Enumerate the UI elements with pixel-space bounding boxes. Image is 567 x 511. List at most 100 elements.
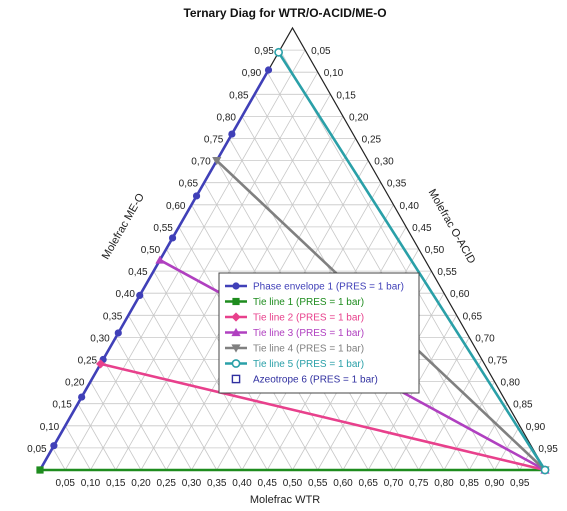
left-tick-label: 0,40 xyxy=(116,289,136,300)
bottom-tick-label: 0,50 xyxy=(283,478,303,489)
bottom-tick-label: 0,10 xyxy=(81,478,101,489)
right-tick-label: 0,05 xyxy=(311,46,331,57)
bottom-axis-title: Molefrac WTR xyxy=(250,494,320,506)
bottom-tick-label: 0,80 xyxy=(434,478,454,489)
left-tick-label: 0,70 xyxy=(191,157,211,168)
legend-label: Tie line 5 (PRES = 1 bar) xyxy=(253,359,364,370)
right-tick-label: 0,10 xyxy=(324,68,344,79)
left-tick-label: 0,35 xyxy=(103,311,123,322)
data-point xyxy=(231,312,241,322)
data-point xyxy=(540,465,550,475)
right-tick-label: 0,95 xyxy=(538,444,558,455)
right-tick-label: 0,65 xyxy=(463,311,483,322)
bottom-tick-label: 0,85 xyxy=(460,478,480,489)
left-tick-label: 0,90 xyxy=(242,68,262,79)
bottom-tick-label: 0,35 xyxy=(207,478,227,489)
bottom-tick-label: 0,30 xyxy=(182,478,202,489)
left-tick-label: 0,45 xyxy=(128,267,148,278)
bottom-axis-ticks: 0,05 0,10 0,15 0,20 0,25 0,30 0,35 0,40 0,45 0,50… xyxy=(56,478,530,489)
right-tick-label: 0,30 xyxy=(374,157,394,168)
left-tick-label: 0,75 xyxy=(204,135,224,146)
right-tick-label: 0,35 xyxy=(387,179,407,190)
grid-line xyxy=(77,403,117,471)
left-tick-label: 0,10 xyxy=(40,422,60,433)
data-point xyxy=(274,47,284,57)
right-tick-label: 0,70 xyxy=(475,333,495,344)
series-line xyxy=(277,51,547,471)
grid-line xyxy=(468,403,508,471)
left-tick-label: 0,95 xyxy=(254,46,274,57)
grid-line xyxy=(64,49,306,471)
right-tick-label: 0,50 xyxy=(425,245,445,256)
data-point xyxy=(212,157,222,166)
right-tick-label: 0,45 xyxy=(412,223,432,234)
data-point xyxy=(50,442,58,450)
left-tick-label: 0,05 xyxy=(27,444,47,455)
data-point xyxy=(36,466,44,474)
data-point xyxy=(114,329,122,337)
grid-line xyxy=(64,425,91,471)
grid-line xyxy=(90,381,142,471)
bottom-tick-label: 0,05 xyxy=(56,478,76,489)
legend-label: Tie line 3 (PRES = 1 bar) xyxy=(253,328,364,339)
legend-box xyxy=(218,272,420,394)
data-point xyxy=(232,297,240,306)
left-tick-label: 0,55 xyxy=(153,223,173,234)
bottom-tick-label: 0,65 xyxy=(359,478,379,489)
data-point xyxy=(264,66,273,74)
bottom-tick-label: 0,45 xyxy=(258,478,278,489)
right-tick-label: 0,60 xyxy=(450,289,470,300)
legend-item: Tie line 2 (PRES = 1 bar) xyxy=(225,312,364,324)
right-tick-label: 0,20 xyxy=(349,112,369,123)
series-line xyxy=(38,68,270,471)
chart-title: Ternary Diag for WTR/O-ACID/ME-O xyxy=(183,6,386,20)
data-point xyxy=(192,192,201,200)
data-point xyxy=(96,359,106,369)
left-tick-label: 0,50 xyxy=(141,245,161,256)
grid-line xyxy=(102,359,167,471)
legend-label: Tie line 1 (PRES = 1 bar) xyxy=(253,297,364,308)
left-tick-label: 0,20 xyxy=(65,378,85,389)
right-tick-label: 0,40 xyxy=(400,201,420,212)
left-tick-label: 0,15 xyxy=(52,400,72,411)
legend-label: Azeotrope 6 (PRES = 1 bar) xyxy=(253,375,378,386)
left-tick-label: 0,85 xyxy=(229,90,249,101)
grid-line xyxy=(279,49,521,471)
right-tick-label: 0,80 xyxy=(501,378,521,389)
legend-item: Azeotrope 6 (PRES = 1 bar) xyxy=(231,374,378,386)
left-tick-label: 0,30 xyxy=(90,333,110,344)
right-tick-label: 0,85 xyxy=(513,400,533,411)
bottom-tick-label: 0,70 xyxy=(384,478,404,489)
grid-line xyxy=(266,72,495,471)
left-axis-ticks: 0,05 0,10 0,15 0,20 0,25 0,30 0,35 0,40 0,45 0,50… xyxy=(27,46,274,455)
legend-label: Tie line 4 (PRES = 1 bar) xyxy=(253,344,364,355)
legend: Phase envelope 1 (PRES = 1 bar) Tie line … xyxy=(218,272,420,394)
legend-item: Tie line 4 (PRES = 1 bar) xyxy=(225,344,364,355)
data-point xyxy=(78,393,86,401)
bottom-tick-label: 0,25 xyxy=(157,478,177,489)
bottom-tick-label: 0,90 xyxy=(485,478,505,489)
bottom-tick-label: 0,15 xyxy=(106,478,126,489)
grid-line xyxy=(418,359,483,471)
bottom-tick-label: 0,55 xyxy=(308,478,328,489)
left-tick-label: 0,65 xyxy=(179,179,199,190)
data-point xyxy=(136,291,144,300)
legend-item: Tie line 1 (PRES = 1 bar) xyxy=(225,297,364,308)
legend-item: Tie line 5 (PRES = 1 bar) xyxy=(225,359,364,370)
left-tick-label: 0,25 xyxy=(78,356,98,367)
grid-line xyxy=(115,337,192,471)
grid-line xyxy=(153,270,268,471)
data-point xyxy=(231,374,241,384)
data-point xyxy=(228,130,236,138)
bottom-tick-label: 0,20 xyxy=(131,478,151,489)
bottom-tick-label: 0,40 xyxy=(232,478,252,489)
legend-item: Tie line 3 (PRES = 1 bar) xyxy=(225,327,364,339)
right-tick-label: 0,55 xyxy=(437,267,457,278)
legend-label: Phase envelope 1 (PRES = 1 bar) xyxy=(253,282,404,293)
right-tick-label: 0,90 xyxy=(526,422,546,433)
data-point xyxy=(231,344,241,353)
right-tick-label: 0,25 xyxy=(362,135,382,146)
right-tick-label: 0,15 xyxy=(336,90,356,101)
right-axis-ticks: 0,95 0,90 0,85 0,80 0,75 0,70 0,65 0,60 0,55 0,50… xyxy=(311,46,558,455)
